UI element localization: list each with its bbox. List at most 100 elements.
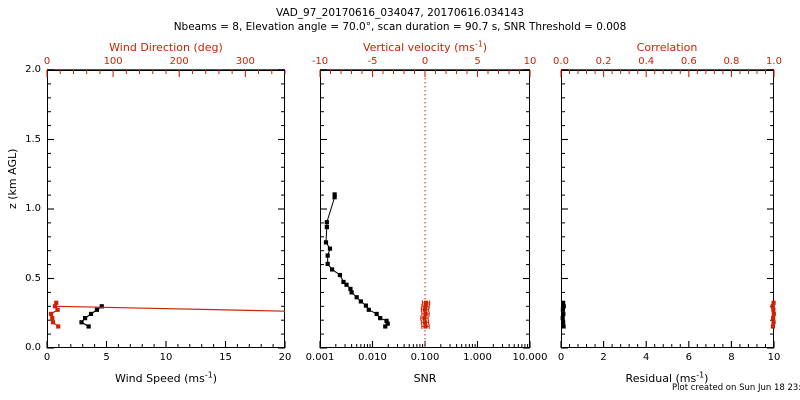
data-point-marker xyxy=(423,324,428,329)
data-point-marker xyxy=(99,304,104,309)
axis-tick-label: 0.0 xyxy=(553,56,569,67)
data-point-marker xyxy=(374,311,379,317)
axis-tick-label: 0.010 xyxy=(358,352,387,363)
panel-plot-area xyxy=(560,69,776,349)
data-point-marker xyxy=(354,295,359,300)
data-point-marker xyxy=(323,240,329,245)
data-point-marker xyxy=(771,316,776,321)
data-point-marker xyxy=(94,307,100,312)
plot-line xyxy=(56,305,286,312)
axis-tick-label: 100 xyxy=(103,56,123,67)
data-point-marker xyxy=(332,192,337,197)
data-point-marker xyxy=(422,320,428,325)
panel2-bottom-axis-title: Residual (ms-1) xyxy=(625,370,709,385)
axis-tick-label: 0.6 xyxy=(680,56,697,67)
data-point-marker xyxy=(385,321,390,326)
axis-tick-label: 300 xyxy=(235,56,255,67)
data-point-marker xyxy=(79,320,84,325)
panel-top-axis-line xyxy=(320,69,530,71)
axis-tick-label: -5 xyxy=(367,56,378,67)
data-point-marker xyxy=(86,324,91,329)
axis-tick-label: 0 xyxy=(43,352,51,363)
panel2-top-axis-title: Correlation xyxy=(636,41,698,54)
axis-tick-label: 2 xyxy=(600,352,607,363)
data-point-marker xyxy=(363,303,369,308)
data-point-marker xyxy=(384,318,389,323)
series-polyline xyxy=(325,194,389,327)
axis-tick-label: -10 xyxy=(311,56,329,67)
axis-tick-label: 1.0 xyxy=(25,203,41,214)
axis-tick-label: 0.001 xyxy=(305,352,335,363)
data-point-marker xyxy=(54,300,59,305)
figure-footer-timestamp: Plot created on Sun Jun 18 23:50:33 2017 xyxy=(672,383,800,393)
data-point-marker xyxy=(771,320,776,325)
data-point-marker xyxy=(423,311,428,317)
axis-tick-label: 5 xyxy=(474,56,481,67)
axis-tick-label: 10 xyxy=(523,56,537,67)
data-point-marker xyxy=(55,307,60,312)
data-point-marker xyxy=(341,279,346,285)
axis-tick-label: 1.0 xyxy=(766,56,782,67)
data-point-marker xyxy=(332,195,337,200)
data-point-marker xyxy=(771,311,776,317)
data-point-marker xyxy=(349,290,354,295)
axis-tick-label: 1.000 xyxy=(463,352,492,363)
data-point-marker xyxy=(383,324,388,329)
panel0-bottom-axis-title: Wind Speed (ms-1) xyxy=(114,370,218,385)
data-point-marker xyxy=(561,320,566,325)
panel-snr-profile xyxy=(319,69,531,349)
axis-tick-label: 0.0 xyxy=(25,342,41,353)
axis-tick-label: 0.5 xyxy=(25,272,41,284)
data-point-marker xyxy=(324,220,329,225)
axis-tick-label: 1.5 xyxy=(25,133,41,145)
axis-tick-label: 0 xyxy=(43,56,51,67)
data-point-marker xyxy=(560,307,566,312)
panel0-top-axis-title: Wind Direction (deg) xyxy=(109,41,223,54)
panel1-top-axis-title: Vertical velocity (ms-1) xyxy=(362,39,488,54)
data-point-marker xyxy=(561,324,566,329)
data-point-marker xyxy=(770,324,776,329)
panel-top-axis-line xyxy=(47,69,285,71)
data-point-marker xyxy=(422,307,428,312)
axis-tick-label: 10 xyxy=(767,352,781,363)
panel-plot-area xyxy=(46,69,286,349)
data-point-marker xyxy=(423,304,428,309)
data-point-marker xyxy=(329,267,335,272)
data-point-marker xyxy=(50,316,55,321)
panel1-bottom-axis-title: SNR xyxy=(413,372,437,385)
data-point-marker xyxy=(561,311,566,317)
axis-tick-label: 0.8 xyxy=(723,56,740,67)
axis-tick-label: 10.000 xyxy=(512,352,548,363)
data-point-marker xyxy=(337,272,343,278)
panel-residual-correlation-profile xyxy=(560,69,776,349)
data-point-marker xyxy=(325,261,330,267)
data-point-marker xyxy=(82,316,88,321)
axis-tick-label: 4 xyxy=(643,352,650,363)
axis-tick-label: 15 xyxy=(219,352,232,363)
data-point-marker xyxy=(348,286,353,292)
axis-tick-label: 0.2 xyxy=(595,56,612,67)
data-point-marker xyxy=(366,307,371,312)
data-point-marker xyxy=(88,311,94,317)
axis-tick-label: 10 xyxy=(159,352,173,363)
panel-wind-profile xyxy=(46,69,286,349)
data-point-marker xyxy=(771,307,776,312)
data-point-marker xyxy=(344,282,349,287)
data-point-marker xyxy=(358,299,363,304)
axis-tick-label: 6 xyxy=(685,352,692,363)
data-point-marker xyxy=(770,304,775,309)
axis-tick-label: 0 xyxy=(557,352,565,363)
axis-tick-label: 200 xyxy=(169,56,189,67)
axis-tick-label: 0.100 xyxy=(410,352,440,363)
axis-tick-label: 8 xyxy=(728,352,735,363)
figure-title: VAD_97_20170616_034047, 20170616.034143 xyxy=(276,7,524,19)
axis-tick-label: 20 xyxy=(278,352,292,363)
axis-tick-label: 0 xyxy=(421,56,429,67)
data-point-marker xyxy=(48,311,54,317)
data-point-marker xyxy=(324,224,329,230)
y-axis-label: z (km AGL) xyxy=(6,148,19,209)
data-point-marker xyxy=(327,246,333,251)
panel-top-axis-line xyxy=(561,69,774,71)
data-point-marker xyxy=(423,300,429,305)
